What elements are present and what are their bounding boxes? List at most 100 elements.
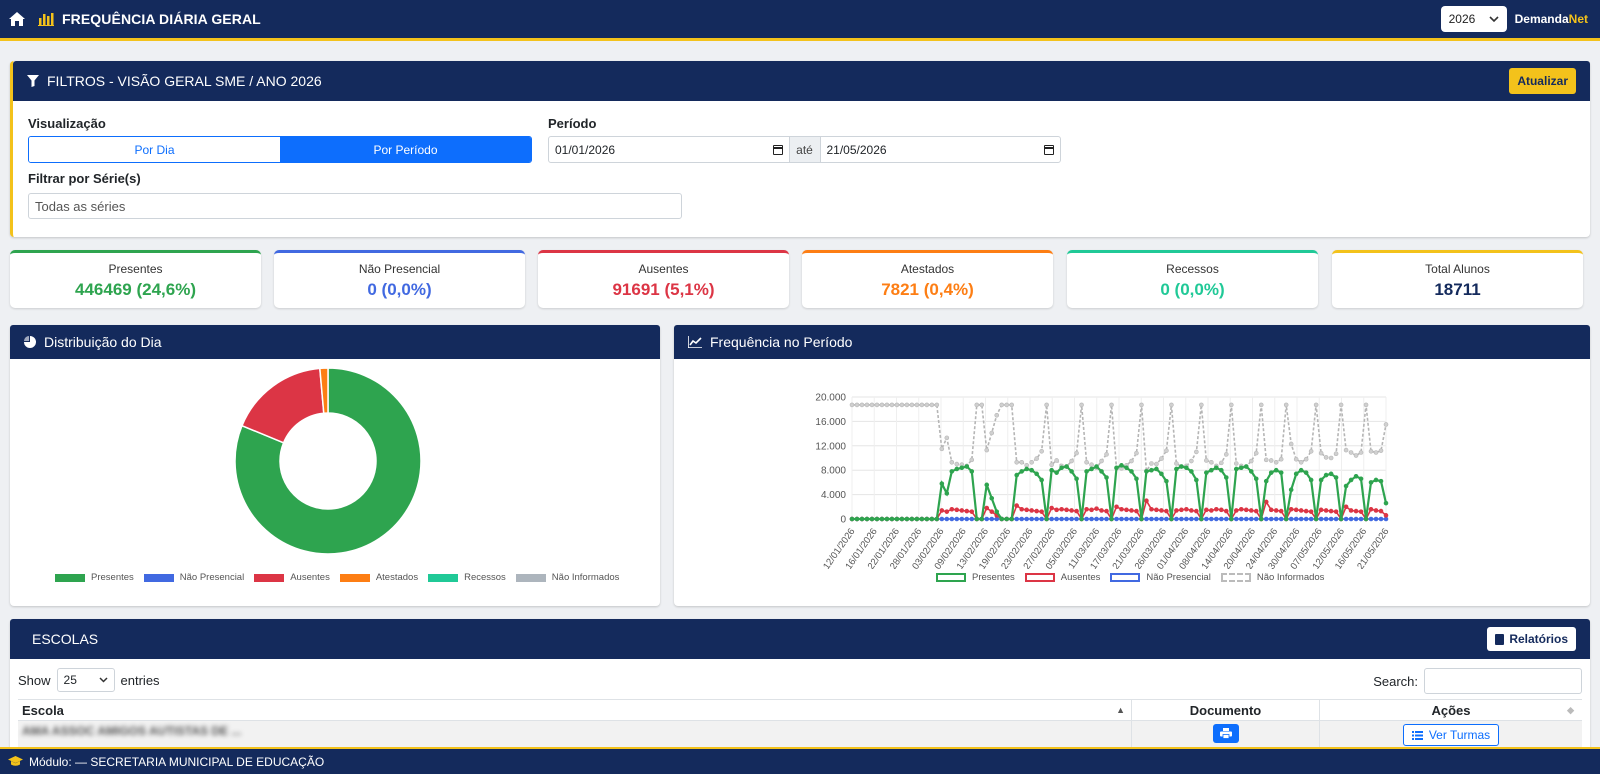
data-point[interactable] — [1233, 466, 1239, 472]
data-point[interactable] — [1373, 450, 1379, 455]
data-point[interactable] — [1233, 461, 1239, 466]
data-point[interactable] — [1164, 516, 1169, 522]
data-point[interactable] — [1223, 475, 1229, 480]
data-point[interactable] — [854, 402, 860, 408]
data-point[interactable] — [1263, 499, 1269, 505]
data-point[interactable] — [1253, 516, 1259, 522]
data-point[interactable] — [1219, 516, 1224, 522]
data-point[interactable] — [1258, 402, 1264, 408]
data-point[interactable] — [1029, 459, 1034, 465]
data-point[interactable] — [889, 516, 895, 522]
data-point[interactable] — [1079, 516, 1084, 522]
data-point[interactable] — [1243, 516, 1249, 522]
data-point[interactable] — [1009, 402, 1015, 408]
data-point[interactable] — [1214, 465, 1219, 471]
data-point[interactable] — [1024, 466, 1029, 472]
data-point[interactable] — [939, 508, 945, 513]
data-point[interactable] — [1204, 458, 1209, 463]
data-point[interactable] — [1129, 469, 1134, 474]
data-point[interactable] — [984, 447, 990, 453]
data-point[interactable] — [869, 516, 875, 522]
data-point[interactable] — [989, 516, 995, 522]
data-point[interactable] — [1308, 516, 1314, 522]
data-point[interactable] — [1248, 469, 1254, 474]
data-point[interactable] — [1154, 461, 1159, 467]
data-point[interactable] — [1154, 507, 1159, 513]
data-point[interactable] — [1054, 516, 1059, 522]
data-point[interactable] — [909, 516, 915, 522]
data-point[interactable] — [854, 516, 860, 522]
search-input[interactable] — [1424, 668, 1582, 694]
data-point[interactable] — [1328, 516, 1334, 522]
data-point[interactable] — [1378, 478, 1384, 484]
data-point[interactable] — [1323, 516, 1329, 522]
data-point[interactable] — [1184, 516, 1189, 522]
data-point[interactable] — [1348, 477, 1354, 483]
data-point[interactable] — [954, 461, 960, 467]
data-point[interactable] — [1039, 448, 1044, 454]
data-point[interactable] — [954, 507, 960, 513]
data-point[interactable] — [1223, 452, 1229, 457]
data-point[interactable] — [864, 402, 870, 408]
data-point[interactable] — [969, 469, 975, 474]
data-point[interactable] — [1044, 516, 1049, 522]
data-point[interactable] — [1069, 508, 1074, 513]
data-point[interactable] — [1303, 470, 1309, 475]
data-point[interactable] — [1084, 469, 1089, 474]
data-point[interactable] — [1278, 456, 1284, 462]
data-point[interactable] — [1338, 402, 1344, 408]
data-point[interactable] — [979, 516, 985, 522]
data-point[interactable] — [1134, 476, 1139, 482]
data-point[interactable] — [1034, 456, 1039, 461]
data-point[interactable] — [1064, 464, 1069, 469]
data-point[interactable] — [1009, 516, 1015, 522]
data-point[interactable] — [1333, 475, 1339, 480]
data-point[interactable] — [1084, 459, 1089, 465]
data-point[interactable] — [964, 464, 970, 469]
legend-item[interactable]: Ausentes — [254, 572, 330, 583]
data-point[interactable] — [1019, 469, 1024, 474]
data-point[interactable] — [1233, 516, 1239, 522]
data-point[interactable] — [1074, 476, 1079, 482]
data-point[interactable] — [1328, 508, 1334, 514]
data-point[interactable] — [1004, 516, 1010, 522]
data-point[interactable] — [1373, 477, 1379, 483]
data-point[interactable] — [1189, 469, 1194, 474]
data-point[interactable] — [1139, 402, 1144, 408]
data-point[interactable] — [1034, 508, 1039, 514]
data-point[interactable] — [1129, 458, 1134, 464]
data-point[interactable] — [944, 509, 950, 514]
data-point[interactable] — [1189, 458, 1194, 464]
data-point[interactable] — [1273, 516, 1279, 522]
data-point[interactable] — [1139, 516, 1144, 522]
data-point[interactable] — [1323, 472, 1329, 478]
data-point[interactable] — [1089, 462, 1094, 468]
data-point[interactable] — [1014, 472, 1019, 478]
data-point[interactable] — [879, 516, 885, 522]
data-point[interactable] — [1119, 506, 1124, 512]
data-point[interactable] — [1014, 459, 1019, 465]
data-point[interactable] — [1278, 470, 1284, 475]
series-line-não-informados[interactable] — [852, 404, 1387, 474]
print-button[interactable] — [1212, 724, 1239, 743]
data-point[interactable] — [1034, 516, 1039, 522]
data-point[interactable] — [1293, 471, 1299, 477]
data-point[interactable] — [1144, 469, 1149, 474]
data-point[interactable] — [1293, 516, 1299, 522]
data-point[interactable] — [1199, 402, 1204, 408]
data-point[interactable] — [1179, 507, 1184, 513]
data-point[interactable] — [974, 516, 980, 522]
data-point[interactable] — [1308, 448, 1314, 454]
ver-turmas-button[interactable]: Ver Turmas — [1402, 724, 1500, 746]
data-point[interactable] — [924, 402, 930, 408]
data-point[interactable] — [1174, 466, 1179, 472]
data-point[interactable] — [1209, 467, 1214, 473]
data-point[interactable] — [1169, 402, 1174, 408]
data-point[interactable] — [1353, 516, 1359, 522]
data-point[interactable] — [1383, 422, 1389, 427]
data-point[interactable] — [1049, 516, 1054, 522]
data-point[interactable] — [1074, 450, 1079, 456]
data-point[interactable] — [864, 516, 870, 522]
data-point[interactable] — [1189, 508, 1194, 513]
data-point[interactable] — [1134, 516, 1139, 522]
